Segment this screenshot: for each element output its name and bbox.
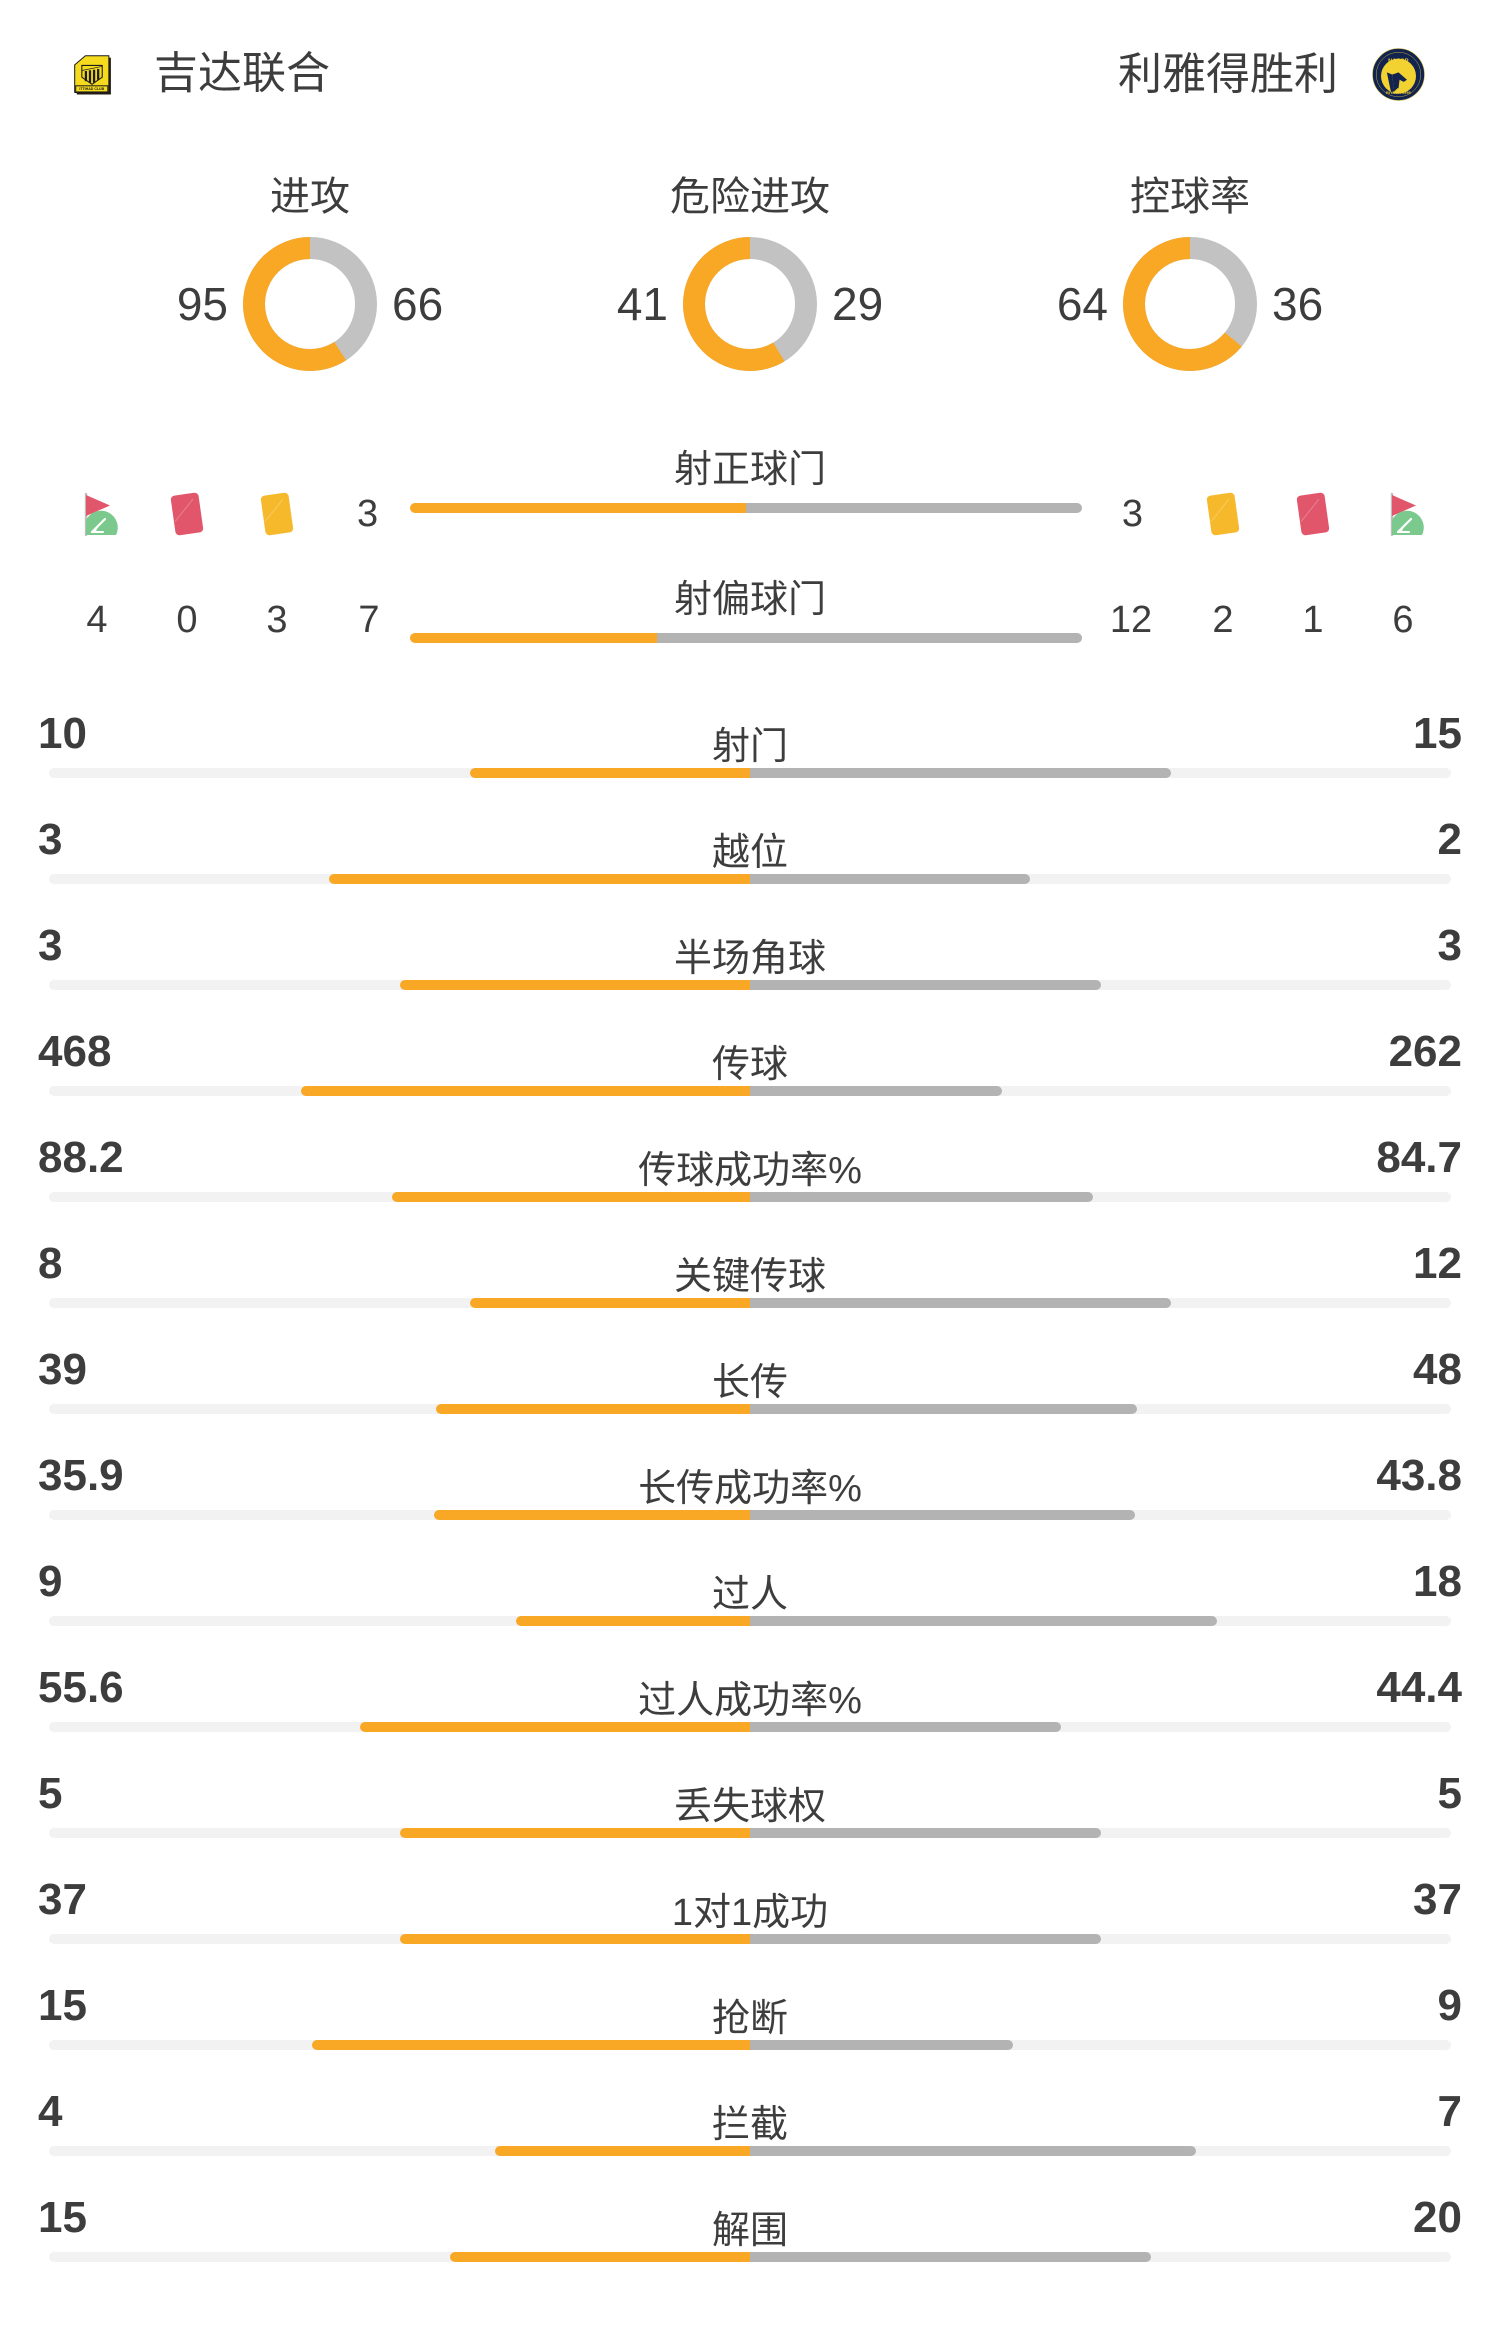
- svg-text:ITTIHAD CLUB: ITTIHAD CLUB: [79, 87, 104, 91]
- svg-text:NASSR: NASSR: [1388, 58, 1409, 64]
- svg-text:RIYADH 1955: RIYADH 1955: [1386, 91, 1411, 95]
